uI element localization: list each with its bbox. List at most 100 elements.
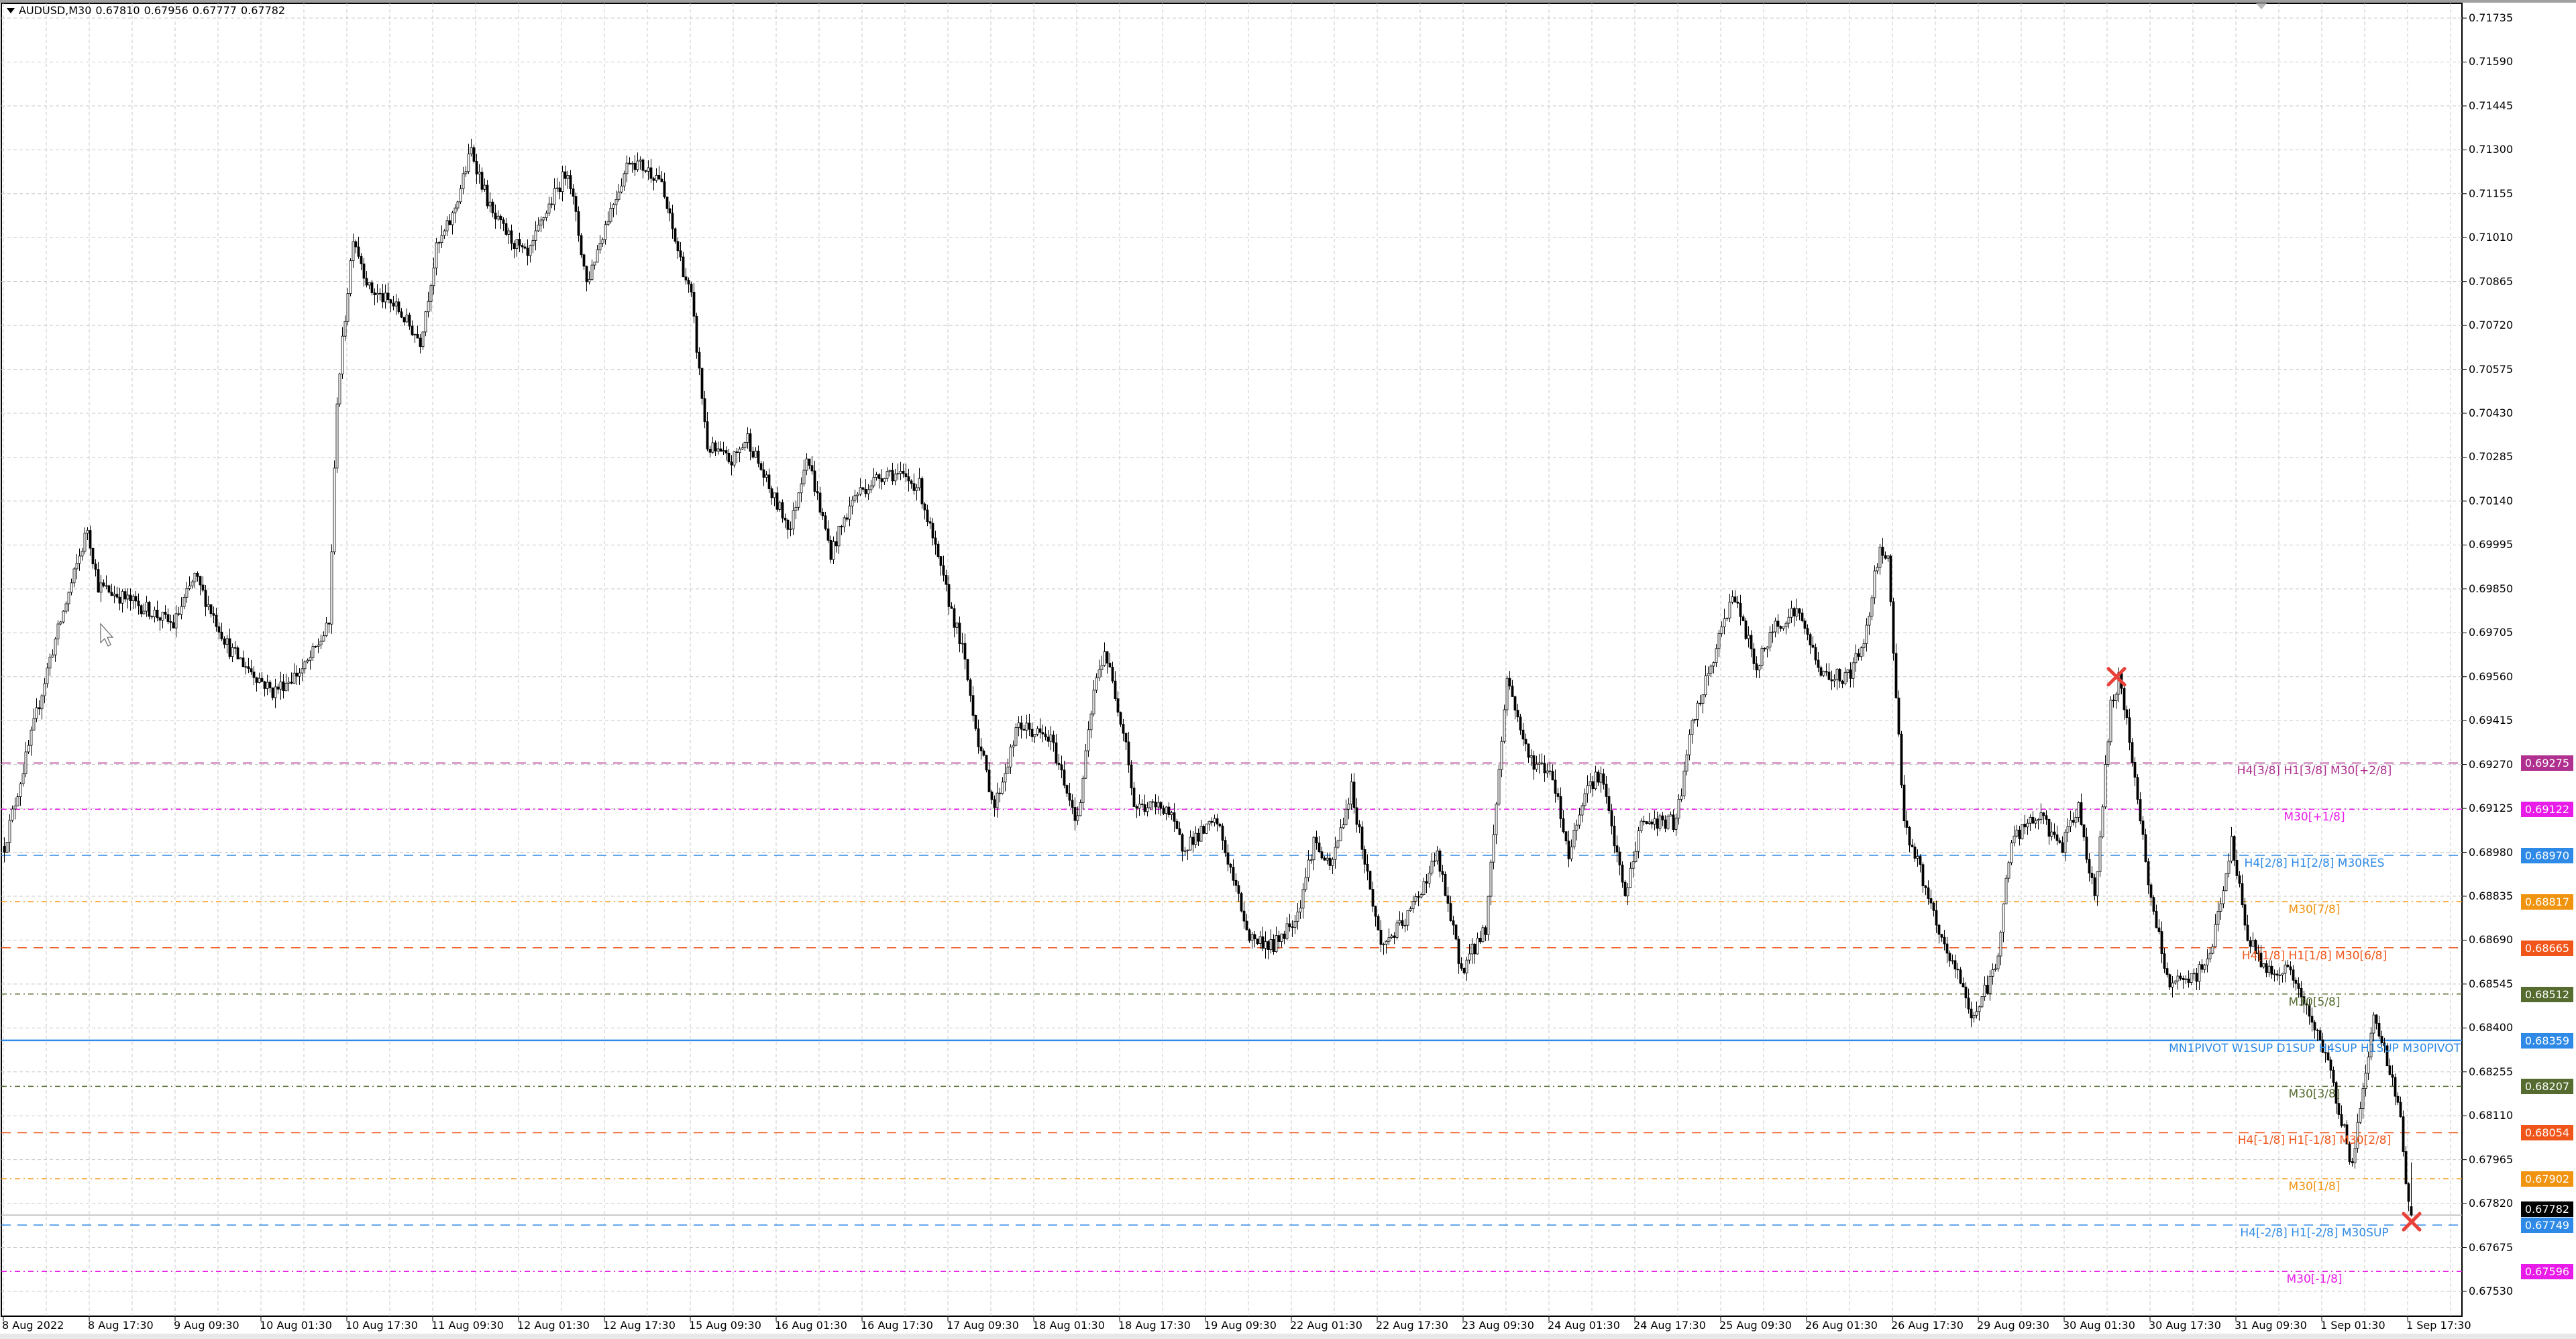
candle-body: [51, 654, 54, 657]
candle-body: [153, 609, 156, 618]
candle-body: [2334, 1082, 2338, 1104]
candle-body: [679, 250, 682, 258]
candle-body: [1736, 601, 1739, 604]
candle-body: [188, 585, 191, 589]
candle-body: [1972, 1015, 1976, 1018]
candle-body: [1406, 910, 1409, 926]
candle-body: [513, 243, 516, 250]
candle-body: [70, 582, 73, 593]
candle-body: [8, 820, 11, 843]
chart-shift-triangle-icon: [2256, 3, 2267, 9]
candle-body: [727, 452, 731, 463]
candle-body: [1731, 596, 1734, 602]
candle-body: [582, 254, 586, 267]
candle-body: [1285, 923, 1289, 939]
candle-body: [1460, 963, 1463, 969]
candle-body: [1277, 935, 1281, 942]
candle-body: [2404, 1151, 2408, 1184]
candle-body: [392, 303, 395, 307]
candle-body: [883, 478, 886, 482]
candle-body: [325, 623, 328, 637]
candle-body: [2284, 964, 2287, 974]
candle-body: [1637, 831, 1640, 852]
candle-body: [1615, 845, 1619, 853]
candle-body: [1087, 729, 1090, 751]
candle-body: [1857, 653, 1860, 657]
candle-body: [1240, 893, 1243, 912]
candle-body: [220, 631, 223, 639]
candle-body: [1688, 734, 1691, 755]
candle-body: [1894, 653, 1898, 698]
candle-body: [1092, 690, 1095, 714]
candle-body: [687, 280, 690, 284]
candle-body: [24, 751, 28, 774]
candle-body: [2337, 1103, 2341, 1115]
candle-body: [1870, 597, 1874, 617]
candle-body: [1001, 782, 1004, 794]
candle-body: [1393, 935, 1396, 938]
price-tick-label: 0.69125: [2469, 802, 2514, 815]
candle-body: [631, 162, 634, 165]
candle-body: [1269, 939, 1273, 950]
candle-body: [2230, 836, 2233, 862]
candle-body: [1932, 902, 1935, 911]
candle-body: [1763, 647, 1766, 649]
candle-body: [1022, 729, 1026, 731]
candle-body: [1462, 967, 1466, 973]
candle-body: [1339, 827, 1342, 841]
candle-body: [2104, 764, 2107, 808]
candle-body: [1347, 804, 1350, 810]
time-tick-label: 18 Aug 17:30: [1118, 1319, 1191, 1332]
candle-body: [773, 492, 776, 498]
candle-body: [2168, 974, 2171, 987]
candle-body: [617, 191, 621, 200]
candle-body: [1148, 801, 1152, 808]
candle-body: [488, 201, 492, 207]
candle-body: [1422, 881, 1426, 895]
candle-body: [475, 161, 478, 174]
triangle-down-icon[interactable]: [7, 7, 15, 13]
candle-body: [805, 458, 808, 471]
candle-body: [357, 246, 360, 257]
candle-body: [437, 242, 441, 244]
candle-body: [1567, 841, 1570, 859]
candle-body: [354, 241, 358, 248]
candle-body: [2257, 953, 2260, 955]
candle-body: [1379, 930, 1383, 945]
candle-body: [1580, 805, 1584, 816]
candle-body: [813, 470, 816, 492]
candle-body: [233, 647, 237, 649]
markers: [2106, 667, 2422, 1232]
candle-body: [810, 465, 814, 472]
candle-body: [1586, 785, 1589, 794]
candle-body: [1897, 697, 1900, 735]
symbol-header[interactable]: AUDUSD,M30 0.67810 0.67956 0.67777 0.677…: [7, 4, 285, 17]
ohlc-low: 0.67777: [192, 4, 237, 17]
candle-body: [1774, 621, 1777, 633]
candle-body: [1006, 766, 1010, 774]
candle-body: [427, 301, 430, 313]
candle-body: [2383, 1042, 2386, 1047]
candle-body: [75, 563, 78, 570]
candle-body: [1390, 935, 1393, 939]
candle-body: [2233, 836, 2236, 861]
candle-body: [1272, 939, 1275, 952]
level-price-badge: 0.68207: [2521, 1079, 2573, 1095]
candle-body: [2235, 859, 2239, 876]
candle-body: [899, 471, 902, 474]
time-tick-label: 30 Aug 01:30: [2063, 1319, 2135, 1332]
candle-body: [1398, 920, 1401, 924]
candle-body: [268, 682, 272, 688]
candle-body: [596, 250, 599, 263]
candle-body: [1999, 932, 2002, 957]
candle-body: [875, 474, 878, 478]
candle-body: [376, 292, 379, 295]
candle-body: [888, 470, 892, 472]
candle-body: [2021, 824, 2024, 839]
candle-body: [2198, 964, 2201, 982]
candle-body: [2037, 819, 2040, 821]
candle-body: [2133, 762, 2137, 778]
price-tick-label: 0.71300: [2469, 143, 2514, 156]
